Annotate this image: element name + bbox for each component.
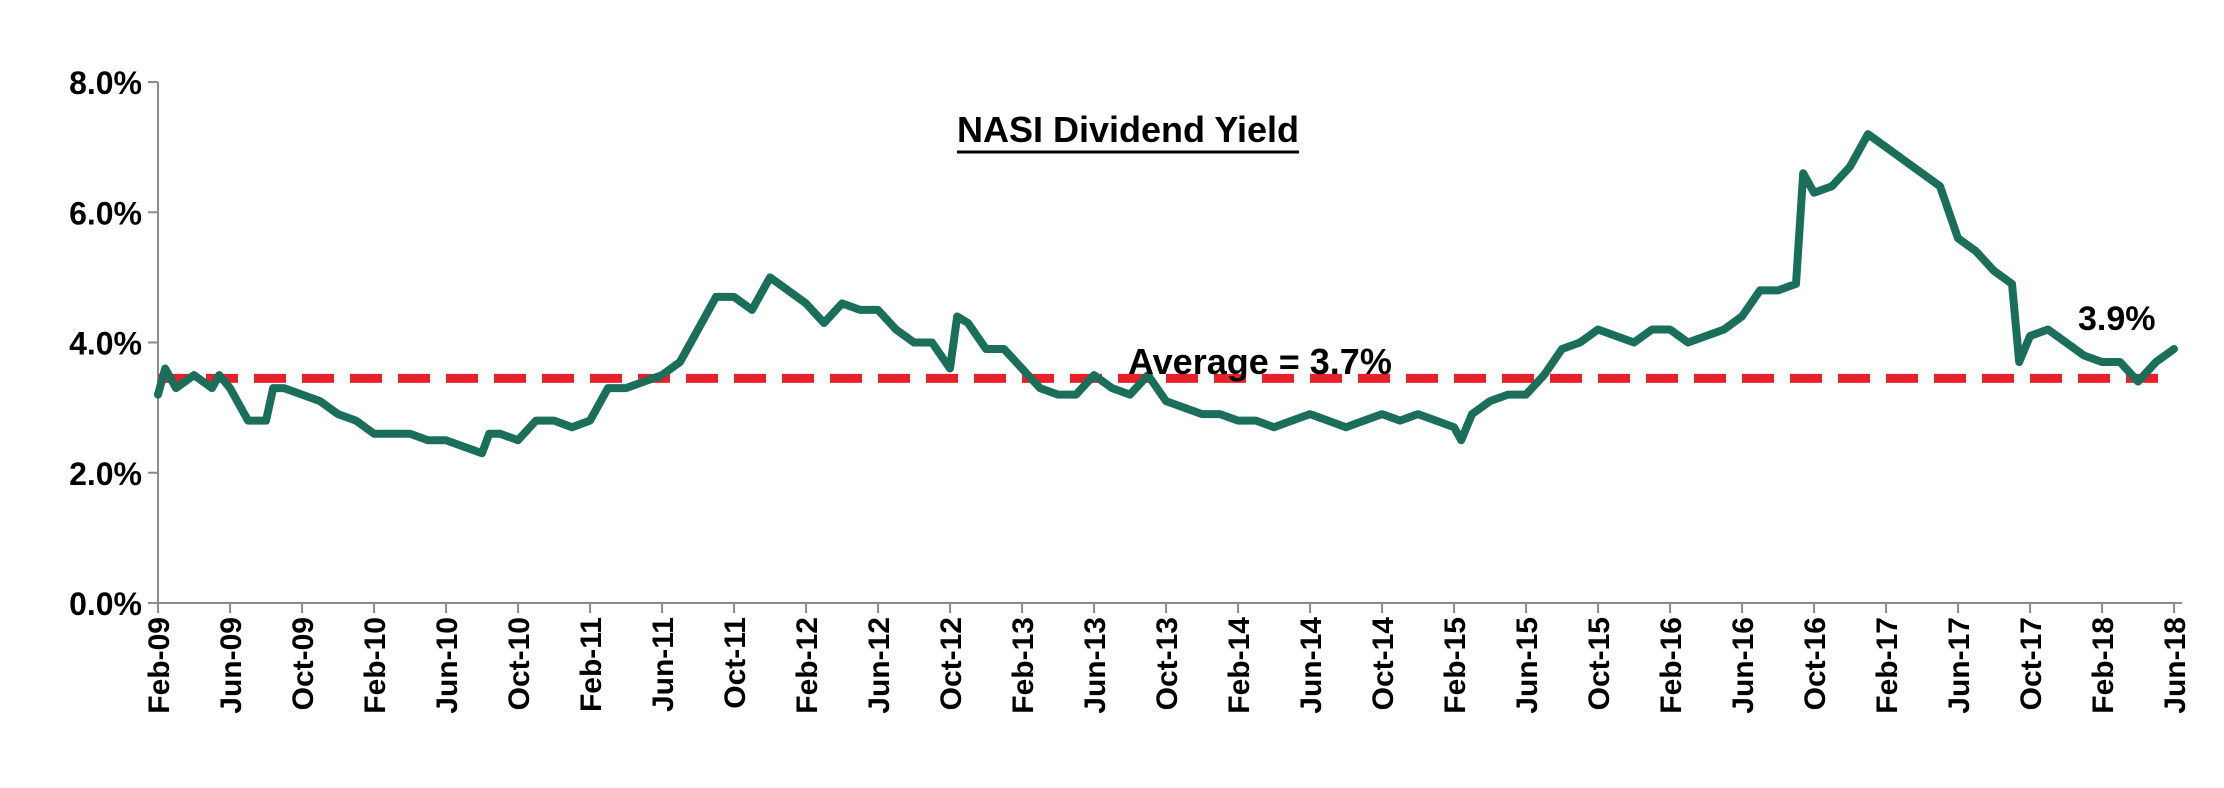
x-tick-label: Oct-14: [1367, 617, 1400, 711]
average-label: Average = 3.7%: [1128, 341, 1392, 382]
series-line: [154, 130, 2178, 458]
x-tick-label: Jun-17: [1943, 617, 1976, 714]
latest-value-label: 3.9%: [2078, 300, 2156, 338]
x-tick-label: Jun-14: [1295, 617, 1328, 714]
x-tick-label: Oct-10: [503, 617, 536, 710]
y-tick-label: 0.0%: [69, 586, 142, 622]
x-tick-label: Oct-09: [287, 617, 320, 710]
x-tick-label: Oct-13: [1151, 617, 1184, 710]
chart-title: NASI Dividend Yield: [957, 109, 1299, 150]
x-tick-label: Oct-11: [719, 617, 752, 709]
x-tick-label: Jun-11: [647, 617, 680, 712]
x-tick-label: Jun-13: [1079, 617, 1112, 714]
x-tick-label: Feb-09: [143, 617, 176, 714]
x-tick-label: Oct-12: [935, 617, 968, 710]
y-tick-label: 8.0%: [69, 65, 142, 101]
x-tick-label: Oct-17: [2015, 617, 2048, 710]
x-tick-label: Jun-09: [215, 617, 248, 714]
x-tick-label: Feb-16: [1655, 617, 1688, 714]
x-tick-label: Oct-16: [1799, 617, 1832, 710]
y-tick-label: 4.0%: [69, 326, 142, 362]
x-tick-label: Feb-15: [1439, 617, 1472, 714]
y-tick-label: 6.0%: [69, 195, 142, 231]
x-tick-label: Jun-18: [2159, 617, 2192, 714]
x-tick-label: Feb-18: [2087, 617, 2120, 714]
x-tick-label: Feb-17: [1871, 617, 1904, 714]
x-tick-label: Jun-10: [431, 617, 464, 714]
x-tick-label: Jun-16: [1727, 617, 1760, 714]
x-tick-label: Oct-15: [1583, 617, 1616, 710]
y-axis-ticks: 0.0% 2.0% 4.0% 6.0% 8.0%: [69, 65, 158, 622]
x-axis-ticks: Feb-09 Jun-09 Oct-09 Feb-10 Jun-10 Oct-10 Feb-…: [143, 603, 2192, 714]
x-tick-label: Jun-15: [1511, 617, 1544, 714]
x-tick-label: Jun-12: [863, 617, 896, 714]
x-tick-label: Feb-14: [1223, 617, 1256, 714]
y-tick-label: 2.0%: [69, 456, 142, 492]
x-tick-label: Feb-10: [359, 617, 392, 714]
x-tick-label: Feb-11: [575, 617, 608, 712]
x-tick-label: Feb-13: [1007, 617, 1040, 714]
x-tick-label: Feb-12: [791, 617, 824, 714]
